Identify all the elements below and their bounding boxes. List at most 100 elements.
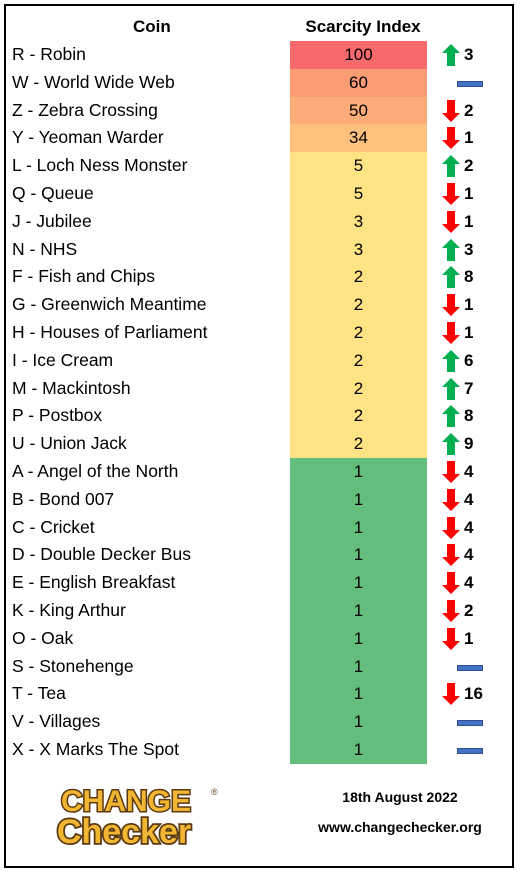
coin-row: V - Villages 1 [6,708,506,736]
coin-name: T - Tea [12,683,66,704]
arrow-down-icon [442,183,460,205]
website-url: www.changechecker.org [318,819,482,835]
trend-indicator: 1 [438,319,498,347]
coin-row: Z - Zebra Crossing 50 2 [6,96,506,125]
scarcity-index-cell: 50 [290,96,427,125]
position-change-value: 3 [464,239,474,259]
coin-row: Y - Yeoman Warder 34 1 [6,124,506,153]
arrow-up-icon [442,377,460,400]
trend-indicator: 4 [438,458,498,486]
coin-name: D - Double Decker Bus [12,544,191,565]
arrow-down-icon [442,516,460,539]
logo-line-checker: Checker [57,813,191,849]
arrow-down-icon [442,683,460,706]
scarcity-index-cell: 1 [290,597,427,625]
trend-indicator: 9 [438,430,498,458]
scarcity-index-cell: 5 [290,180,427,208]
scarcity-index-cell: 2 [290,291,427,319]
trend-indicator: 4 [438,486,498,514]
arrow-down-icon [442,322,460,344]
position-change-value: 4 [464,489,474,509]
no-change-icon [457,664,483,671]
report-date: 18th August 2022 [342,789,458,805]
coin-row: P - Postbox 2 8 [6,402,506,431]
position-change-value: 6 [464,350,474,370]
arrow-up-icon [442,349,460,372]
scarcity-index-cell: 1 [290,708,427,736]
arrow-down-icon [442,99,460,122]
scarcity-index-cell: 2 [290,430,427,458]
trend-indicator: 1 [438,208,498,236]
change-checker-logo: CHANGE ® Checker [55,784,218,850]
trend-indicator: 1 [438,291,498,319]
scarcity-index-cell: 2 [290,263,427,292]
coin-name: V - Villages [12,711,101,732]
scarcity-index-cell: 100 [290,41,427,69]
trend-indicator: 4 [438,541,498,569]
coin-name: K - King Arthur [12,600,126,620]
coin-name: A - Angel of the North [12,461,179,481]
coin-row: F - Fish and Chips 2 8 [6,263,506,292]
trend-indicator: 8 [438,263,498,291]
coin-name: O - Oak [12,627,74,648]
trend-indicator: 2 [438,97,498,125]
position-change-value: 1 [464,211,474,231]
scarcity-index-cell: 1 [290,569,427,597]
coin-row: M - Mackintosh 2 7 [6,374,506,403]
coin-row: X - X Marks The Spot 1 [6,736,506,764]
position-change-value: 1 [464,323,474,342]
arrow-up-icon [442,155,460,178]
coin-name: F - Fish and Chips [12,266,155,287]
coin-name: H - Houses of Parliament [12,322,208,342]
position-change-value: 3 [464,45,474,64]
coin-name: S - Stonehenge [12,655,134,676]
coin-name: B - Bond 007 [12,488,115,509]
scarcity-index-cell: 1 [290,680,427,709]
scarcity-index-cell: 1 [290,458,427,486]
coin-name: G - Greenwich Meantime [12,294,207,315]
coin-row: B - Bond 007 1 4 [6,485,506,514]
coin-name: X - X Marks The Spot [12,739,179,759]
coin-name: U - Union Jack [12,433,127,454]
trend-indicator: 6 [438,347,498,375]
position-change-value: 8 [464,406,474,426]
scarcity-index-cell: 2 [290,319,427,347]
arrow-down-icon [442,488,460,511]
coin-name: C - Cricket [12,516,95,537]
no-change-icon [457,80,483,87]
coin-name: P - Postbox [12,405,103,426]
trend-indicator [438,736,498,764]
position-change-value: 1 [464,295,474,315]
position-change-value: 2 [464,156,474,176]
position-change-value: 2 [464,601,474,620]
trend-indicator [438,708,498,736]
coin-name: W - World Wide Web [12,71,175,92]
scarcity-index-cell: 3 [290,235,427,264]
trend-indicator: 16 [438,680,498,708]
scarcity-index-cell: 5 [290,152,427,180]
scarcity-index-cell: 60 [290,68,427,97]
trend-indicator: 4 [438,514,498,542]
scarcity-index-cell: 2 [290,346,427,375]
arrow-up-icon [442,44,460,66]
arrow-down-icon [442,294,460,317]
position-change-value: 4 [464,573,474,593]
coin-row: K - King Arthur 1 2 [6,597,506,625]
arrow-up-icon [442,238,460,261]
scarcity-index-cell: 1 [290,513,427,542]
trend-indicator: 7 [438,375,498,403]
position-change-value: 1 [464,128,474,148]
coin-row: U - Union Jack 2 9 [6,430,506,458]
scarcity-index-cell: 1 [290,541,427,570]
arrow-down-icon [442,210,460,233]
column-header-scarcity-index: Scarcity Index [305,17,421,36]
scarcity-index-cell: 1 [290,652,427,681]
position-change-value: 8 [464,267,474,287]
scarcity-index-cell: 34 [290,124,427,153]
coin-name: M - Mackintosh [12,377,131,398]
coin-row: Q - Queue 5 1 [6,180,506,208]
scarcity-index-cell: 1 [290,485,427,514]
coin-row: H - Houses of Parliament 2 1 [6,319,506,347]
coin-row: T - Tea 1 16 [6,680,506,709]
no-change-icon [457,720,483,727]
